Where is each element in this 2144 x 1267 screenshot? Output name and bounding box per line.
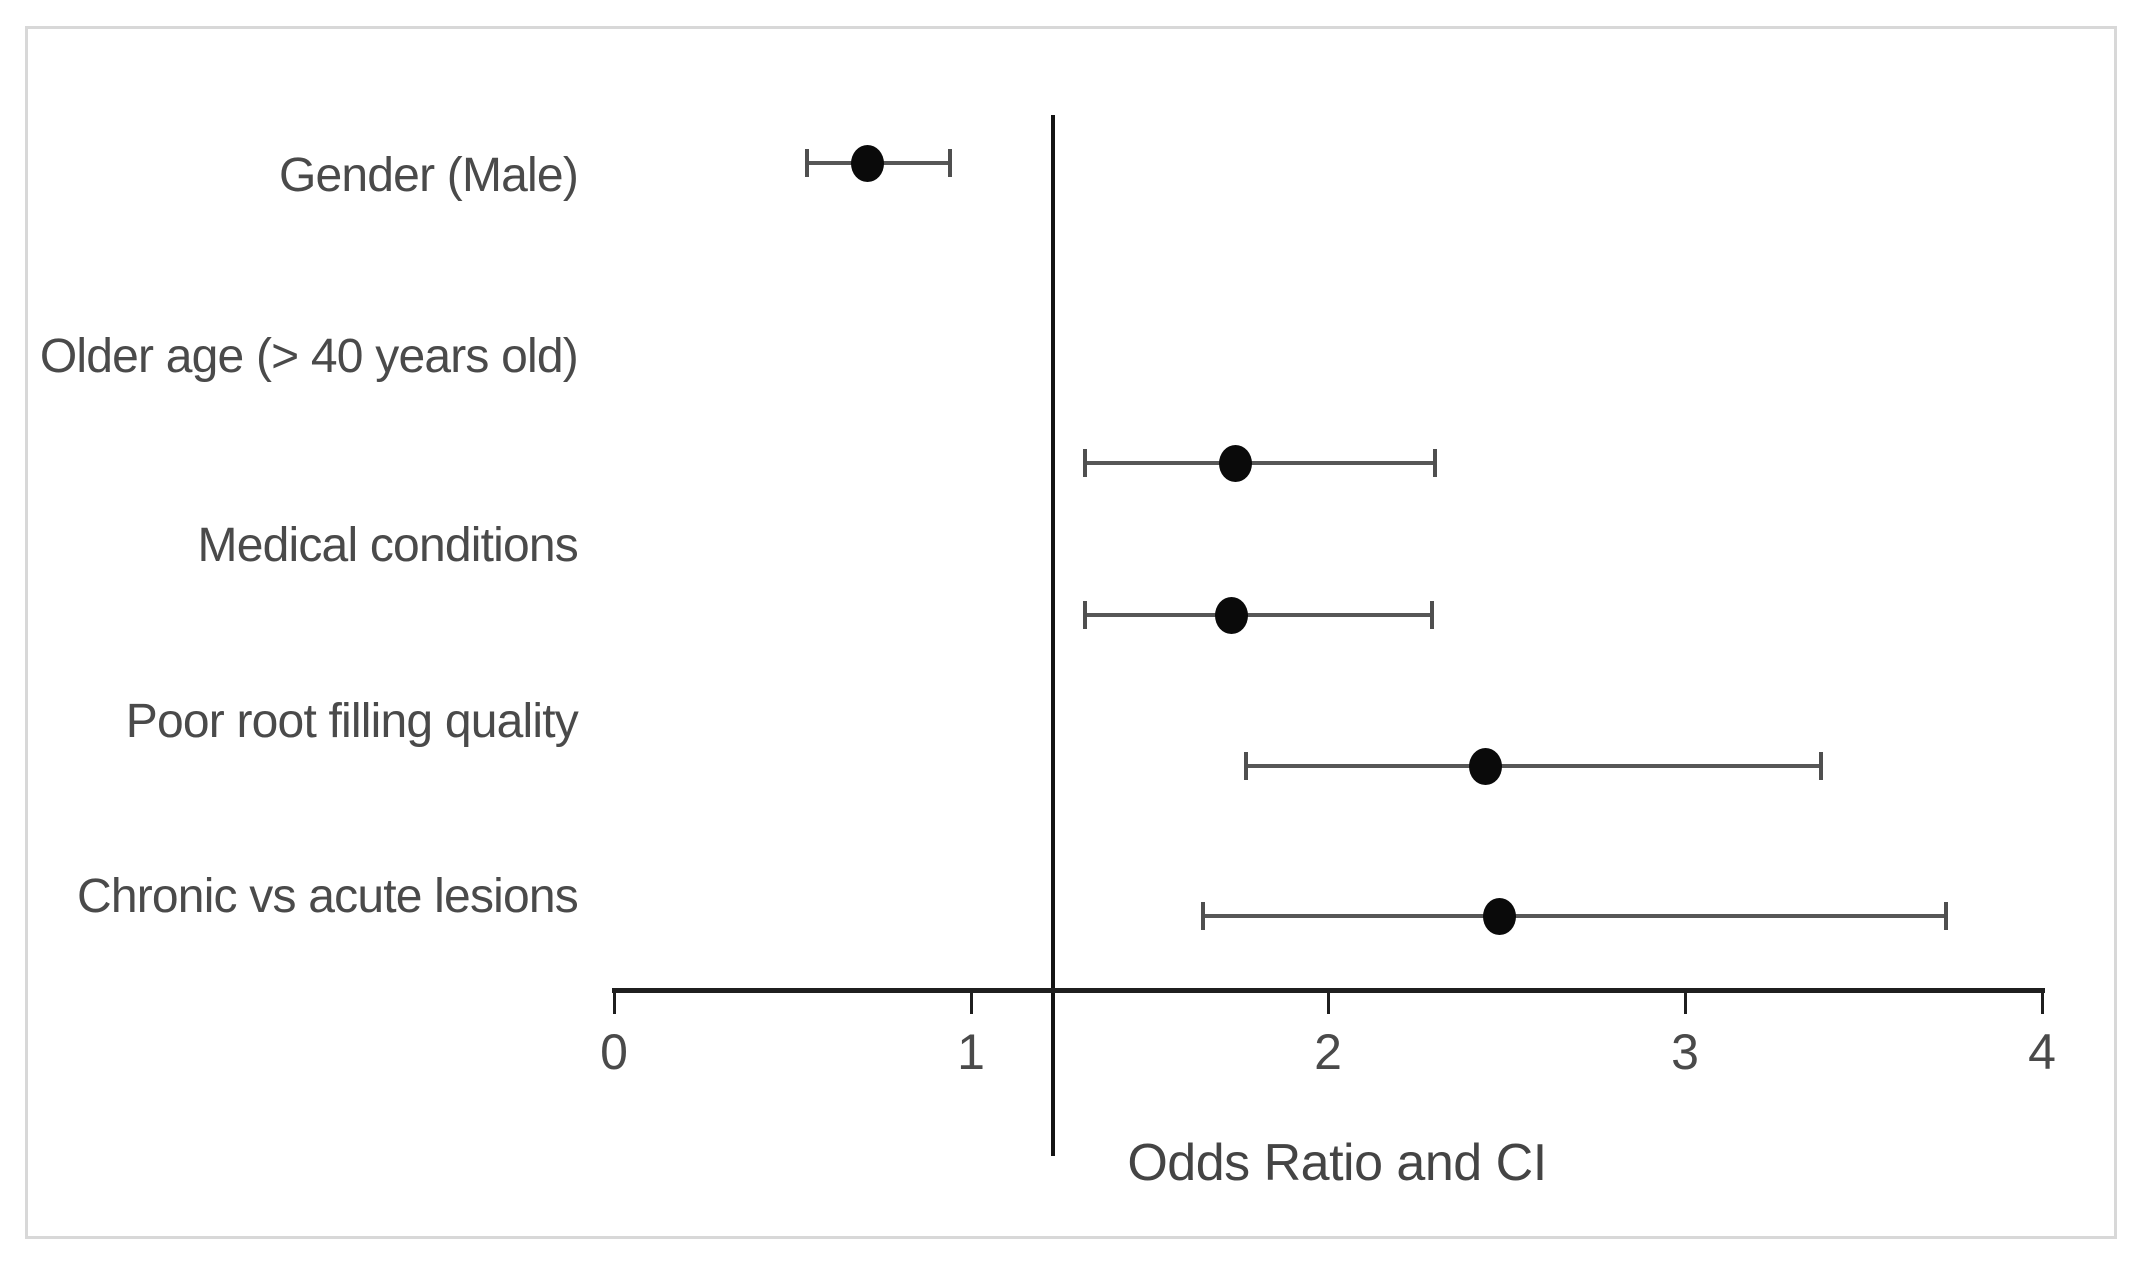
ci-cap-left	[1201, 902, 1206, 930]
ci-bar	[1085, 613, 1432, 617]
row-label: Older age (> 40 years old)	[39, 330, 579, 383]
x-axis-tick-label: 1	[957, 1024, 985, 1080]
row-label: Medical conditions	[197, 519, 579, 572]
x-axis-tick-label: 3	[1671, 1024, 1699, 1080]
or-marker	[1218, 444, 1252, 482]
or-marker	[1482, 897, 1516, 935]
ci-cap-left	[804, 149, 809, 177]
row-label: Poor root filling quality	[125, 695, 579, 748]
x-axis-title: Odds Ratio and CI	[1127, 1134, 1547, 1192]
row-label: Gender (Male)	[278, 149, 579, 202]
ci-cap-right	[1818, 752, 1823, 780]
or-marker	[1468, 747, 1502, 785]
ci-cap-right	[1433, 449, 1438, 477]
ci-cap-right	[1943, 902, 1948, 930]
x-axis-tick	[1326, 993, 1330, 1014]
x-axis-tick-label: 4	[2028, 1024, 2056, 1080]
ci-cap-right	[1429, 601, 1434, 629]
x-axis-tick	[2040, 993, 2044, 1014]
x-axis-tick	[1683, 993, 1687, 1014]
x-axis-tick-label: 2	[1314, 1024, 1342, 1080]
ci-bar	[1085, 461, 1436, 465]
x-axis-tick-label: 0	[600, 1024, 628, 1080]
x-axis-tick	[612, 993, 616, 1014]
ci-cap-left	[1083, 449, 1088, 477]
ci-cap-right	[947, 149, 952, 177]
ci-bar	[1203, 914, 1946, 918]
ci-cap-left	[1243, 752, 1248, 780]
or-marker	[850, 144, 884, 182]
x-axis-tick	[969, 993, 973, 1014]
ci-cap-left	[1083, 601, 1088, 629]
x-axis-line	[612, 988, 2045, 993]
row-label: Chronic vs acute lesions	[76, 870, 579, 923]
reference-line	[1051, 115, 1056, 1156]
or-marker	[1215, 596, 1249, 634]
chart-border	[25, 26, 2117, 1239]
ci-bar	[1245, 764, 1821, 768]
